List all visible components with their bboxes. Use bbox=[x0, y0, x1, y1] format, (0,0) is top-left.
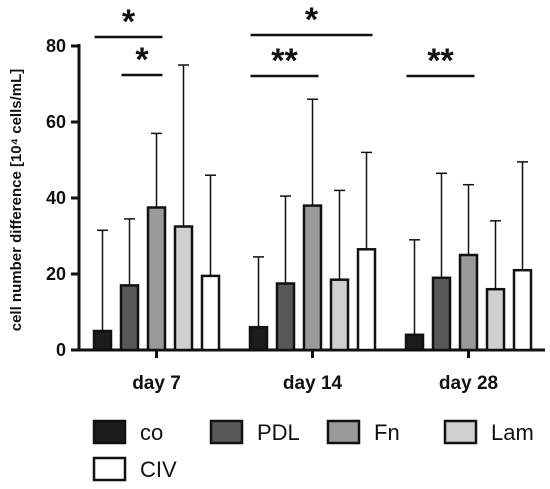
y-tick-label-40: 40 bbox=[46, 188, 66, 208]
legend-label-Lam: Lam bbox=[491, 420, 534, 445]
y-tick-label-20: 20 bbox=[46, 264, 66, 284]
y-tick-label-0: 0 bbox=[56, 340, 66, 360]
bar-CIV-2 bbox=[512, 268, 533, 352]
bar-co-0 bbox=[92, 329, 113, 352]
bar-PDL-2 bbox=[431, 276, 452, 352]
legend-swatch-Lam bbox=[443, 419, 478, 445]
bar-CIV-1 bbox=[356, 248, 377, 352]
bar-co-1 bbox=[248, 325, 269, 352]
y-tick-label-60: 60 bbox=[46, 112, 66, 132]
bar-Lam-2 bbox=[485, 287, 506, 352]
legend-label-Fn: Fn bbox=[374, 420, 400, 445]
bar-PDL-0 bbox=[119, 284, 140, 352]
significance-label-2: ** bbox=[271, 42, 298, 80]
bar-Lam-1 bbox=[329, 278, 350, 352]
x-tick-label-1: day 14 bbox=[283, 373, 343, 394]
y-axis-label: cell number difference [10⁴ cells/mL] bbox=[8, 69, 25, 332]
significance-label-4: ** bbox=[427, 42, 454, 80]
significance-label-1: * bbox=[135, 41, 149, 79]
legend-swatch-PDL bbox=[209, 419, 244, 445]
legend-swatch-CIV bbox=[92, 456, 127, 482]
x-tick-label-2: day 28 bbox=[439, 373, 498, 394]
legend-swatch-co bbox=[92, 419, 127, 445]
bar-Fn-2 bbox=[458, 253, 479, 352]
legend-label-co: co bbox=[140, 420, 163, 445]
bar-co-2 bbox=[404, 333, 425, 352]
legend-label-PDL: PDL bbox=[257, 420, 300, 445]
bar-Fn-1 bbox=[302, 204, 323, 352]
bar-Lam-0 bbox=[173, 225, 194, 352]
legend-swatch-Fn bbox=[326, 419, 361, 445]
bar-Fn-0 bbox=[146, 206, 167, 352]
y-tick-label-80: 80 bbox=[46, 36, 66, 56]
bar-PDL-1 bbox=[275, 282, 296, 352]
x-tick-label-0: day 7 bbox=[132, 373, 181, 394]
legend-label-CIV: CIV bbox=[140, 457, 177, 482]
significance-label-0: * bbox=[122, 3, 136, 41]
significance-label-3: * bbox=[305, 1, 319, 39]
bar-CIV-0 bbox=[200, 274, 221, 352]
